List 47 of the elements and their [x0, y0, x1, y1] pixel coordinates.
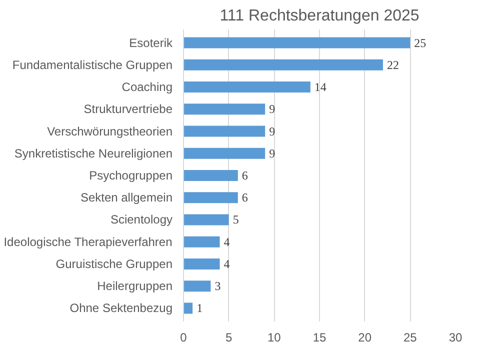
y-tick-label: Fundamentalistische Gruppen [12, 58, 173, 72]
data-label: 4 [224, 256, 230, 271]
y-tick-label: Verschwörungstheorien [47, 124, 173, 138]
y-tick-label: Synkretistische Neureligionen [14, 146, 173, 160]
y-tick-label: Scientology [110, 212, 173, 227]
y-tick-label: Ideologische Therapieverfahren [4, 234, 172, 249]
data-label: 6 [242, 168, 248, 182]
y-tick-label: Coaching [122, 80, 172, 94]
x-tick-label: 30 [448, 330, 462, 344]
data-label: 6 [242, 190, 248, 205]
bar [184, 214, 229, 226]
bar [184, 126, 266, 137]
bar [184, 148, 266, 159]
y-tick-label: Guruistische Gruppen [56, 256, 173, 271]
bar [184, 37, 410, 48]
x-tick-label: 0 [180, 330, 188, 344]
y-tick-label: Sekten allgemein [80, 190, 173, 205]
x-tick-label: 10 [267, 330, 282, 344]
data-label: 4 [224, 234, 230, 249]
data-label: 22 [386, 58, 399, 72]
data-label: 9 [269, 146, 276, 160]
y-tick-label: Psychogruppen [89, 168, 172, 182]
y-tick-label: Ohne Sektenbezug [70, 301, 173, 316]
x-tick-label: 20 [358, 330, 372, 344]
bar [184, 81, 310, 93]
bar [184, 170, 238, 182]
x-tick-label: 15 [312, 330, 326, 344]
data-label: 14 [314, 80, 326, 94]
data-label: 9 [269, 124, 276, 138]
data-label: 1 [196, 301, 203, 316]
y-tick-label: Esoterik [129, 36, 174, 50]
bar [184, 104, 266, 115]
data-label: 25 [414, 36, 426, 50]
data-label: 9 [269, 102, 276, 116]
chart-title: 111 Rechtsberatungen 2025 [220, 8, 420, 24]
bar [184, 302, 193, 314]
data-label: 3 [214, 279, 221, 294]
x-tick-label: 5 [225, 330, 232, 344]
x-tick-label: 25 [403, 330, 418, 344]
data-label: 5 [232, 212, 239, 227]
bar [184, 236, 220, 248]
y-tick-label: Strukturvertriebe [84, 102, 173, 116]
bar [184, 258, 220, 270]
bar [184, 280, 211, 292]
bar [184, 192, 238, 204]
y-tick-label: Heilergruppen [97, 279, 173, 294]
bar [184, 59, 383, 70]
